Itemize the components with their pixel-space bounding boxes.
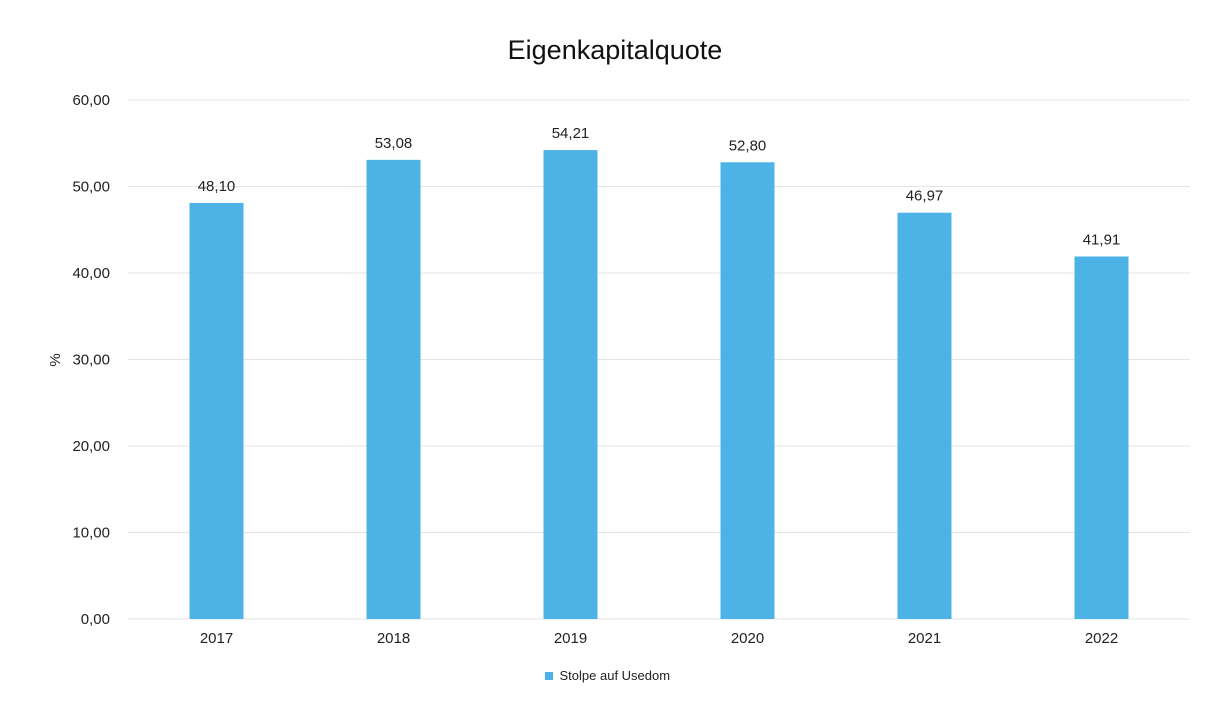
bar bbox=[1074, 256, 1129, 619]
x-tick-label: 2022 bbox=[1085, 630, 1118, 647]
x-axis-ticks: 2017 2018 2019 2020 2021 2022 bbox=[200, 630, 1118, 647]
bar bbox=[543, 150, 598, 619]
data-label: 53,08 bbox=[375, 135, 413, 152]
legend-swatch bbox=[544, 671, 553, 680]
legend: Stolpe auf Usedom bbox=[0, 667, 1215, 683]
x-tick-label: 2019 bbox=[554, 630, 587, 647]
chart-title: Eigenkapitalquote bbox=[508, 35, 723, 65]
legend-label: Stolpe auf Usedom bbox=[559, 668, 671, 684]
data-label: 46,97 bbox=[906, 188, 944, 205]
data-labels: 48,10 53,08 54,21 52,80 46,97 41,91 bbox=[198, 125, 1121, 248]
y-tick-label: 20,00 bbox=[72, 438, 110, 455]
bars bbox=[189, 150, 1129, 619]
y-tick-label: 0,00 bbox=[81, 611, 110, 628]
bar bbox=[897, 212, 952, 619]
data-label: 41,91 bbox=[1083, 231, 1121, 248]
data-label: 48,10 bbox=[198, 178, 236, 195]
bar bbox=[720, 162, 775, 619]
x-tick-label: 2020 bbox=[731, 630, 764, 647]
y-tick-label: 30,00 bbox=[72, 352, 110, 369]
y-tick-label: 10,00 bbox=[72, 525, 110, 542]
x-tick-label: 2018 bbox=[377, 630, 410, 647]
data-label: 52,80 bbox=[729, 137, 767, 154]
x-tick-label: 2017 bbox=[200, 630, 233, 647]
y-tick-label: 60,00 bbox=[72, 92, 110, 109]
grid bbox=[128, 99, 1190, 620]
x-tick-label: 2021 bbox=[908, 630, 941, 647]
y-tick-label: 40,00 bbox=[72, 265, 110, 282]
bar bbox=[189, 202, 244, 619]
y-axis-label: % bbox=[47, 353, 64, 366]
y-axis-ticks: 0,00 10,00 20,00 30,00 40,00 50,00 60,00 bbox=[72, 92, 110, 628]
y-tick-label: 50,00 bbox=[72, 179, 110, 196]
data-label: 54,21 bbox=[552, 125, 590, 142]
bar bbox=[366, 159, 421, 619]
